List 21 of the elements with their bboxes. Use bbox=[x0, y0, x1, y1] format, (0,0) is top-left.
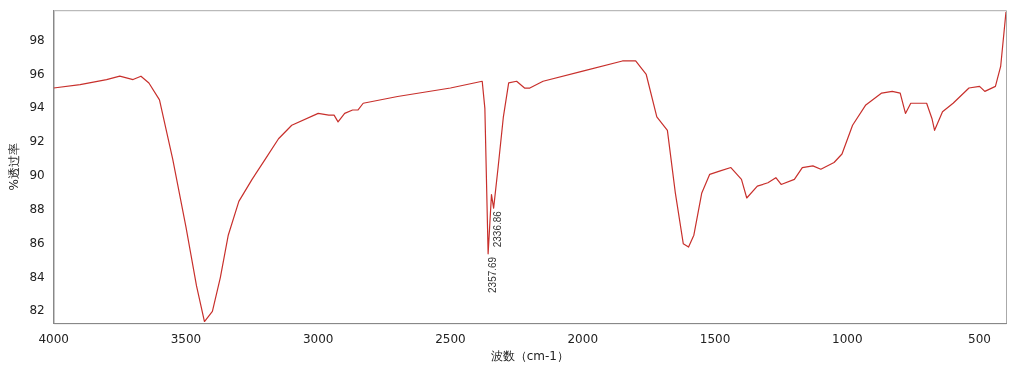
y-tick-label: 86 bbox=[29, 235, 45, 250]
x-axis-title: 波数（cm-1） bbox=[490, 348, 569, 363]
y-tick-label: 94 bbox=[29, 100, 45, 115]
annotation: 2336.86 bbox=[492, 210, 504, 248]
x-tick-label: 2500 bbox=[435, 331, 466, 346]
y-axis-title: %透过率 bbox=[7, 143, 22, 191]
x-tick-label: 3000 bbox=[302, 331, 334, 346]
y-tick-label: 82 bbox=[29, 303, 45, 318]
y-tick-label: 84 bbox=[29, 269, 45, 284]
y-tick-label: 98 bbox=[29, 32, 45, 47]
x-tick-label: 3500 bbox=[170, 331, 202, 346]
y-tick-label: 90 bbox=[29, 168, 45, 183]
x-tick-label: 1000 bbox=[832, 331, 863, 346]
y-tick-label: 96 bbox=[29, 66, 45, 81]
x-tick-label: 2000 bbox=[567, 331, 599, 346]
x-tick-label: 500 bbox=[968, 331, 991, 346]
y-tick-label: 92 bbox=[29, 134, 45, 149]
y-tick-label: 88 bbox=[29, 201, 45, 216]
x-tick-label: 1500 bbox=[699, 331, 731, 346]
x-tick-label: 4000 bbox=[38, 331, 69, 346]
annotation: 2357.69 bbox=[486, 256, 498, 293]
